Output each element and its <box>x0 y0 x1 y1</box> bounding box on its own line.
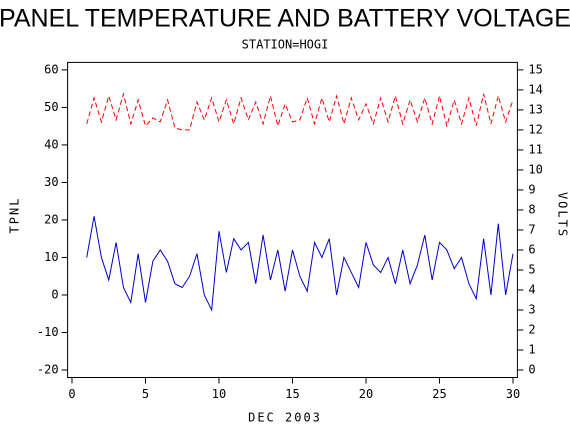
x-axis-label: DEC 2003 <box>248 411 322 425</box>
x-tick-label: 0 <box>68 387 75 401</box>
chart-title: PANEL TEMPERATURE AND BATTERY VOLTAGE <box>0 5 570 33</box>
y2-tick-label: 8 <box>528 202 535 216</box>
y2-tick-label: 3 <box>528 302 535 316</box>
y2-tick-label: 10 <box>528 162 542 176</box>
x-tick-label: 25 <box>432 387 446 401</box>
y-tick-label: 60 <box>44 62 58 76</box>
y2-tick-label: 9 <box>528 182 535 196</box>
y2-tick-label: 12 <box>528 122 542 136</box>
y2-tick-label: 4 <box>528 282 535 296</box>
x-tick-label: 15 <box>285 387 299 401</box>
y-tick-label: 30 <box>44 175 58 189</box>
y2-tick-label: 7 <box>528 222 535 236</box>
y-tick-label: 10 <box>44 250 58 264</box>
y2-tick-label: 1 <box>528 342 535 356</box>
y-tick-label: 20 <box>44 212 58 226</box>
y-tick-label: 0 <box>51 287 58 301</box>
chart-subtitle: STATION=HOGI <box>242 38 329 52</box>
y-tick-label: -20 <box>37 362 59 376</box>
y2-tick-label: 0 <box>528 362 535 376</box>
y2-tick-label: 6 <box>528 242 535 256</box>
y2-axis-label: VOLTS <box>556 192 570 238</box>
y-tick-label: -10 <box>37 325 59 339</box>
y2-tick-label: 5 <box>528 262 535 276</box>
series-line <box>86 216 514 312</box>
x-tick-label: 30 <box>506 387 520 401</box>
y2-tick-label: 13 <box>528 102 542 116</box>
y-axis-label: TPNL <box>8 197 22 234</box>
x-tick-label: 10 <box>212 387 226 401</box>
y2-tick-label: 11 <box>528 142 542 156</box>
y-tick-label: 40 <box>44 137 58 151</box>
y2-tick-label: 14 <box>528 82 542 96</box>
series-line <box>86 91 514 131</box>
y2-tick-label: 2 <box>528 322 535 336</box>
y-tick-label: 50 <box>44 100 58 114</box>
x-tick-label: 20 <box>359 387 373 401</box>
y2-tick-label: 15 <box>528 62 542 76</box>
x-tick-label: 5 <box>142 387 149 401</box>
